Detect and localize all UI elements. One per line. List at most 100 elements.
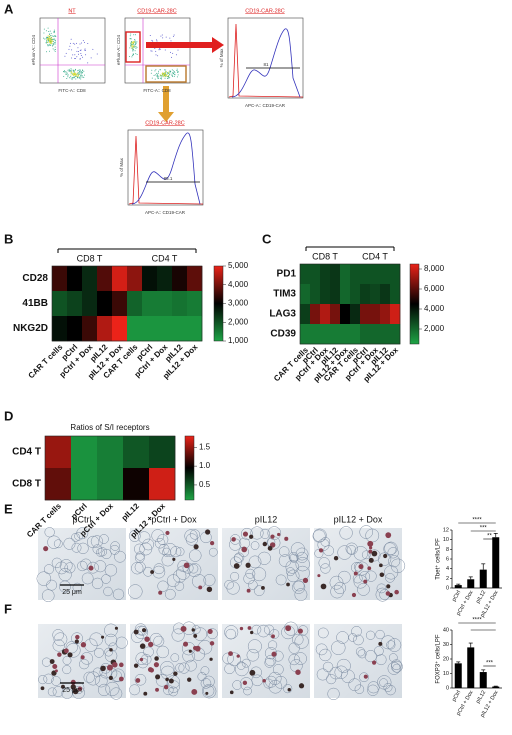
heatmap-cell bbox=[300, 304, 311, 325]
dot bbox=[53, 42, 55, 44]
dot bbox=[177, 49, 179, 51]
cell-outline bbox=[137, 657, 149, 669]
heatmap-cell bbox=[97, 266, 113, 292]
dot bbox=[169, 73, 171, 75]
dot bbox=[152, 40, 154, 42]
dot bbox=[135, 43, 137, 45]
heatmap-cell bbox=[370, 324, 381, 345]
plot-title: NT bbox=[68, 8, 76, 14]
stained-cell bbox=[271, 634, 275, 639]
dot bbox=[162, 74, 164, 76]
colorbar-tick-label: 4,000 bbox=[424, 304, 445, 313]
dot bbox=[170, 71, 172, 73]
dot bbox=[68, 70, 70, 72]
cell-outline bbox=[327, 687, 340, 701]
dot bbox=[54, 39, 56, 41]
dot bbox=[46, 39, 48, 41]
stained-cell bbox=[67, 652, 73, 658]
dot bbox=[131, 43, 133, 45]
group-label: CD4 T bbox=[362, 251, 388, 261]
dot bbox=[172, 52, 174, 54]
dot bbox=[71, 57, 73, 59]
heatmap-cell bbox=[82, 266, 98, 292]
dot bbox=[52, 35, 54, 37]
cell-outline bbox=[89, 632, 104, 647]
heatmap-frame bbox=[51, 265, 203, 342]
heatmap-cell bbox=[340, 304, 351, 325]
y-tick-label: 0 bbox=[446, 585, 449, 591]
cell-outline bbox=[134, 543, 145, 555]
dot bbox=[156, 73, 158, 75]
heatmap-cell bbox=[67, 291, 83, 317]
dot bbox=[48, 50, 50, 52]
dot bbox=[130, 41, 132, 43]
heatmap-cell bbox=[320, 304, 331, 325]
heatmap-cell bbox=[127, 266, 143, 292]
cell-outline bbox=[58, 580, 71, 593]
cell-outline bbox=[175, 663, 185, 673]
stained-cell bbox=[112, 662, 118, 668]
dot bbox=[49, 38, 51, 40]
stained-cell bbox=[144, 636, 150, 642]
heatmap-cell bbox=[142, 316, 158, 342]
dot bbox=[170, 40, 172, 42]
dot bbox=[49, 40, 51, 42]
dot bbox=[78, 72, 80, 74]
dot bbox=[163, 69, 165, 71]
stained-cell bbox=[277, 532, 281, 537]
heatmap-cell bbox=[112, 266, 128, 292]
heatmap-cell bbox=[310, 304, 321, 325]
dot bbox=[172, 70, 174, 72]
heatmap-cell bbox=[45, 468, 72, 501]
dot bbox=[175, 54, 177, 56]
heatmap-cell bbox=[360, 324, 371, 345]
dot bbox=[84, 48, 86, 50]
dot bbox=[155, 54, 157, 56]
dot bbox=[47, 38, 49, 40]
dot bbox=[77, 47, 79, 49]
dot bbox=[133, 34, 135, 36]
dot bbox=[134, 44, 136, 46]
dot bbox=[169, 74, 171, 76]
stained-cell bbox=[317, 574, 321, 578]
cell-outline bbox=[225, 628, 237, 640]
image-label: pIL12 bbox=[255, 514, 278, 524]
dot bbox=[53, 35, 55, 37]
cell-outline bbox=[91, 577, 104, 590]
heatmap-cell bbox=[52, 316, 68, 342]
y-tick-label: 4 bbox=[446, 566, 449, 572]
dot bbox=[49, 39, 51, 41]
stained-cell bbox=[297, 628, 303, 634]
heatmap-cell bbox=[380, 304, 391, 325]
dot bbox=[130, 44, 132, 46]
y-axis-label: Tbet⁺ cells/LPF bbox=[435, 538, 442, 580]
stained-cell bbox=[267, 545, 273, 551]
cell-outline bbox=[43, 673, 54, 684]
heatmap-cell bbox=[390, 324, 401, 345]
dot bbox=[53, 38, 55, 40]
x-tick-label: pCtrl bbox=[451, 590, 462, 603]
dot bbox=[54, 35, 56, 37]
x-tick-label: pIL12 bbox=[475, 590, 487, 605]
micrograph bbox=[130, 528, 218, 600]
stained-cell bbox=[261, 586, 265, 590]
heatmap-cell bbox=[390, 264, 401, 285]
cell-outline bbox=[61, 687, 73, 699]
dot bbox=[176, 76, 178, 78]
dot bbox=[74, 73, 76, 75]
dot bbox=[177, 70, 179, 72]
colorbar-tick-label: 1.5 bbox=[199, 442, 211, 451]
dot bbox=[67, 74, 69, 76]
stained-cell bbox=[242, 680, 248, 685]
stained-cell bbox=[63, 648, 69, 654]
cell-outline bbox=[41, 589, 55, 602]
dot bbox=[132, 44, 134, 46]
dot bbox=[83, 76, 85, 78]
dot bbox=[87, 42, 89, 44]
cell-outline bbox=[391, 659, 402, 670]
y-tick-label: 12 bbox=[443, 527, 449, 533]
heatmap-cell bbox=[310, 284, 321, 305]
cell-outline bbox=[357, 649, 367, 659]
cell-outline bbox=[135, 551, 145, 561]
cell-outline bbox=[62, 665, 72, 675]
